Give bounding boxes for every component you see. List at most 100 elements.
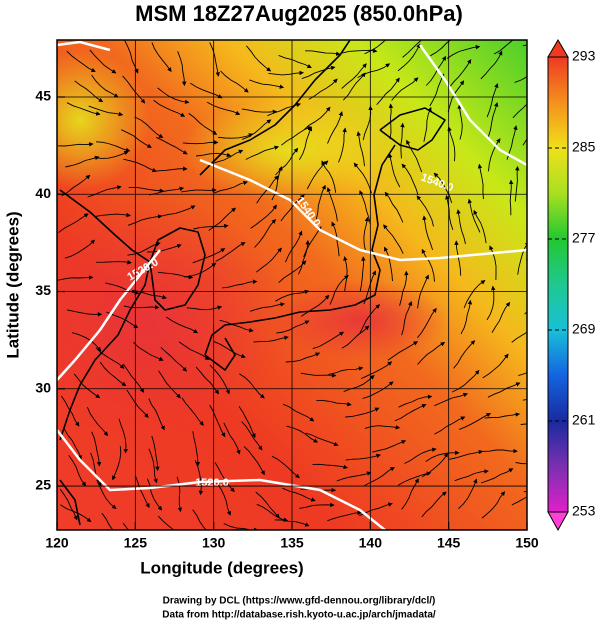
x-axis-label: Longitude (degrees) bbox=[140, 558, 303, 577]
contour-line bbox=[57, 249, 161, 381]
warm-area bbox=[270, 280, 450, 360]
streamline bbox=[148, 398, 165, 431]
streamline bbox=[484, 412, 521, 419]
streamline bbox=[345, 407, 380, 418]
streamline bbox=[253, 335, 289, 343]
streamline bbox=[515, 462, 527, 465]
streamline bbox=[282, 403, 315, 422]
streamline bbox=[96, 479, 117, 510]
streamline bbox=[482, 448, 518, 454]
streamline bbox=[255, 491, 280, 519]
streamline bbox=[249, 79, 285, 89]
streamline bbox=[66, 309, 103, 317]
streamline bbox=[459, 413, 491, 430]
streamline bbox=[161, 205, 196, 217]
colorbar-bar bbox=[547, 56, 569, 513]
streamline bbox=[127, 242, 161, 256]
streamline bbox=[327, 510, 363, 522]
streamline bbox=[190, 82, 223, 99]
streamline bbox=[146, 478, 163, 511]
streamline bbox=[256, 503, 289, 522]
streamline bbox=[151, 435, 160, 472]
streamline bbox=[210, 149, 244, 165]
streamline bbox=[397, 43, 421, 72]
streamline bbox=[300, 294, 330, 317]
streamline bbox=[447, 126, 456, 162]
streamline bbox=[193, 223, 229, 230]
colorbar-tick-label: 253 bbox=[572, 503, 596, 519]
streamline bbox=[449, 59, 472, 88]
streamline bbox=[151, 42, 172, 73]
x-tick-label: 150 bbox=[515, 535, 539, 551]
streamline bbox=[206, 101, 241, 115]
streamline bbox=[512, 103, 527, 119]
streamline bbox=[336, 471, 372, 482]
streamline bbox=[121, 129, 152, 148]
streamline bbox=[433, 172, 453, 204]
streamline bbox=[74, 80, 104, 103]
streamline bbox=[508, 179, 514, 216]
streamline bbox=[122, 75, 146, 104]
streamline bbox=[245, 145, 280, 160]
streamline bbox=[363, 270, 376, 305]
colorbar-tick-label: 269 bbox=[572, 321, 596, 337]
streamline bbox=[243, 446, 265, 476]
streamline bbox=[417, 307, 437, 339]
streamline bbox=[126, 389, 149, 418]
streamline bbox=[278, 54, 312, 69]
streamline bbox=[254, 219, 277, 248]
streamline bbox=[176, 476, 183, 513]
streamline bbox=[422, 215, 434, 251]
streamline bbox=[57, 142, 94, 147]
x-tick-label: 135 bbox=[280, 535, 304, 551]
streamline bbox=[451, 369, 480, 393]
mild-area bbox=[57, 50, 150, 190]
streamline bbox=[400, 122, 405, 159]
contour-line bbox=[199, 158, 527, 262]
streamline bbox=[397, 471, 432, 486]
streamline bbox=[157, 515, 175, 530]
streamline bbox=[315, 184, 326, 220]
streamline bbox=[453, 340, 476, 369]
streamline bbox=[218, 133, 254, 139]
streamline bbox=[166, 316, 199, 334]
streamline bbox=[101, 512, 114, 530]
streamline bbox=[514, 165, 520, 202]
streamline bbox=[343, 374, 375, 393]
streamline bbox=[86, 407, 109, 437]
contour-line bbox=[418, 44, 527, 167]
streamline bbox=[241, 119, 272, 140]
streamline bbox=[123, 158, 157, 172]
streamline bbox=[105, 282, 140, 295]
streamline bbox=[128, 186, 165, 193]
colorbar-extend bbox=[547, 511, 569, 532]
streamline bbox=[446, 44, 481, 59]
streamline bbox=[146, 243, 182, 253]
streamline bbox=[463, 280, 486, 309]
y-axis-label: Latitude (degrees) bbox=[3, 211, 22, 358]
streamline bbox=[219, 319, 254, 333]
streamline bbox=[399, 270, 409, 306]
streamline bbox=[401, 300, 413, 336]
streamline bbox=[345, 453, 381, 461]
streamline bbox=[394, 404, 427, 422]
streamline bbox=[491, 301, 511, 333]
streamline bbox=[425, 55, 447, 86]
streamline bbox=[312, 463, 349, 470]
streamline bbox=[192, 248, 226, 264]
streamline bbox=[59, 488, 78, 521]
streamline bbox=[362, 381, 394, 399]
credit: Data from http://database.rish.kyoto-u.a… bbox=[162, 610, 436, 621]
streamline bbox=[517, 241, 527, 275]
colorbar-extend bbox=[547, 39, 569, 58]
streamline bbox=[430, 40, 452, 57]
streamline bbox=[213, 341, 246, 359]
streamline bbox=[353, 162, 372, 194]
streamline bbox=[158, 370, 181, 399]
streamline bbox=[214, 462, 235, 493]
contour-line bbox=[57, 429, 386, 530]
streamline bbox=[127, 214, 163, 226]
streamline bbox=[209, 404, 226, 438]
streamline bbox=[122, 363, 145, 393]
streamline bbox=[87, 185, 122, 198]
